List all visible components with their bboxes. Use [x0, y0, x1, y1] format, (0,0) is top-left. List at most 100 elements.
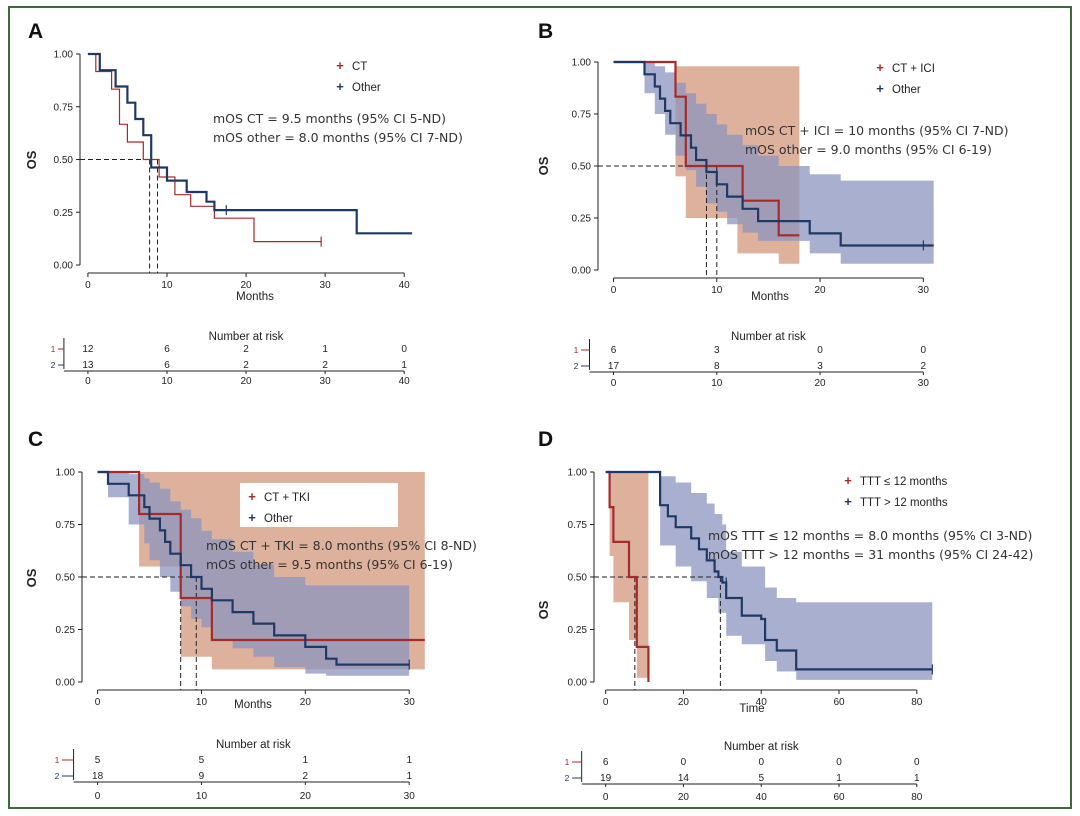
median-os-annotation: mOS TTT > 12 months = 31 months (95% CI …: [708, 547, 1033, 562]
y-tick-label: 1.00: [572, 58, 592, 69]
risk-time-label: 60: [833, 792, 845, 803]
panel-letter: B: [538, 20, 553, 43]
risk-count: 6: [611, 345, 617, 356]
legend-marker-2: +: [248, 510, 256, 525]
risk-time-label: 0: [95, 791, 101, 802]
x-axis-title: Months: [234, 699, 272, 711]
risk-time-label: 0: [611, 378, 617, 389]
km-curve-series-2: [97, 470, 410, 666]
x-tick-label: 60: [833, 697, 845, 708]
y-axis-title: OS: [24, 568, 39, 587]
legend-marker-2: +: [876, 81, 884, 96]
risk-time-label: 40: [756, 792, 768, 803]
risk-time-label: 20: [300, 791, 312, 802]
risk-count: 1: [303, 755, 309, 766]
x-tick-label: 20: [814, 285, 826, 296]
y-tick-label: 0.00: [568, 678, 588, 689]
x-tick-label: 30: [404, 697, 416, 708]
legend-box: [240, 483, 398, 527]
risk-count: 2: [243, 360, 249, 371]
legend-label-1: CT + TKI: [264, 492, 310, 504]
legend-marker-2: +: [844, 494, 852, 509]
risk-table-title: Number at risk: [724, 741, 799, 753]
risk-count: 1: [406, 755, 412, 766]
risk-count: 5: [199, 755, 205, 766]
ci-band-2: [613, 62, 934, 264]
legend-marker-2: +: [336, 79, 344, 94]
x-tick-label: 20: [678, 697, 690, 708]
risk-time-label: 0: [85, 376, 91, 387]
median-os-annotation: mOS CT + ICI = 10 months (95% CI 7-ND): [745, 123, 1009, 138]
figure-border: [8, 6, 1072, 809]
risk-count: 1: [401, 360, 407, 371]
risk-count: 17: [608, 361, 620, 372]
x-tick-label: 30: [918, 285, 930, 296]
risk-time-label: 10: [161, 376, 173, 387]
risk-count: 1: [322, 344, 328, 355]
y-axis-title: OS: [536, 156, 551, 175]
risk-time-label: 30: [404, 791, 416, 802]
x-tick-label: 0: [611, 285, 617, 296]
panel-letter: D: [538, 428, 553, 451]
km-curve-series-2: [613, 60, 934, 247]
y-tick-label: 0.25: [568, 625, 588, 636]
risk-time-label: 30: [320, 376, 332, 387]
y-tick-label: 0.25: [56, 625, 76, 636]
risk-count: 0: [817, 345, 823, 356]
y-axis-title: OS: [24, 150, 39, 169]
x-tick-label: 10: [711, 285, 723, 296]
legend-label-1: CT: [352, 61, 367, 73]
x-tick-label: 0: [603, 697, 609, 708]
median-os-annotation: mOS CT = 9.5 months (95% CI 5-ND): [213, 111, 446, 126]
risk-row-label: 1: [574, 345, 579, 355]
risk-count: 1: [914, 773, 920, 784]
risk-time-label: 20: [240, 376, 252, 387]
risk-count: 6: [603, 757, 609, 768]
risk-time-label: 10: [196, 791, 208, 802]
risk-time-label: 80: [911, 792, 923, 803]
risk-time-label: 40: [399, 376, 411, 387]
km-curve-series-2: [605, 470, 933, 671]
legend-marker-1: +: [336, 58, 344, 73]
risk-count: 0: [401, 344, 407, 355]
x-axis-title: Time: [739, 703, 764, 715]
risk-count: 1: [406, 771, 412, 782]
x-tick-label: 10: [196, 697, 208, 708]
risk-table-title: Number at risk: [216, 739, 291, 751]
panel-letter: C: [28, 428, 43, 451]
risk-time-label: 10: [711, 378, 723, 389]
risk-count: 6: [164, 344, 170, 355]
risk-time-label: 20: [678, 792, 690, 803]
risk-count: 6: [164, 360, 170, 371]
x-tick-label: 40: [756, 697, 768, 708]
y-tick-label: 0.25: [572, 214, 592, 225]
y-tick-label: 0.25: [54, 208, 74, 219]
x-axis-title: Months: [236, 291, 274, 303]
median-os-annotation: mOS other = 9.0 months (95% CI 6-19): [745, 142, 992, 157]
risk-count: 2: [243, 344, 249, 355]
risk-row-label: 1: [51, 344, 56, 354]
risk-count: 1: [836, 773, 842, 784]
risk-count: 2: [303, 771, 309, 782]
risk-table-title: Number at risk: [209, 331, 284, 343]
x-tick-label: 20: [300, 697, 312, 708]
legend-marker-1: +: [844, 473, 852, 488]
legend-label-2: Other: [352, 82, 381, 94]
median-os-annotation: mOS TTT ≤ 12 months = 8.0 months (95% CI…: [708, 528, 1032, 543]
y-tick-label: 0.75: [54, 102, 74, 113]
y-tick-label: 0.00: [56, 678, 76, 689]
risk-count: 9: [199, 771, 205, 782]
y-tick-label: 0.75: [568, 520, 588, 531]
y-tick-label: 1.00: [54, 50, 74, 61]
median-os-annotation: mOS CT + TKI = 8.0 months (95% CI 8-ND): [206, 538, 477, 553]
legend-marker-1: +: [876, 60, 884, 75]
risk-row-label: 2: [55, 771, 60, 781]
ci-band-2: [97, 472, 410, 676]
km-curve-series-1: [87, 53, 322, 243]
